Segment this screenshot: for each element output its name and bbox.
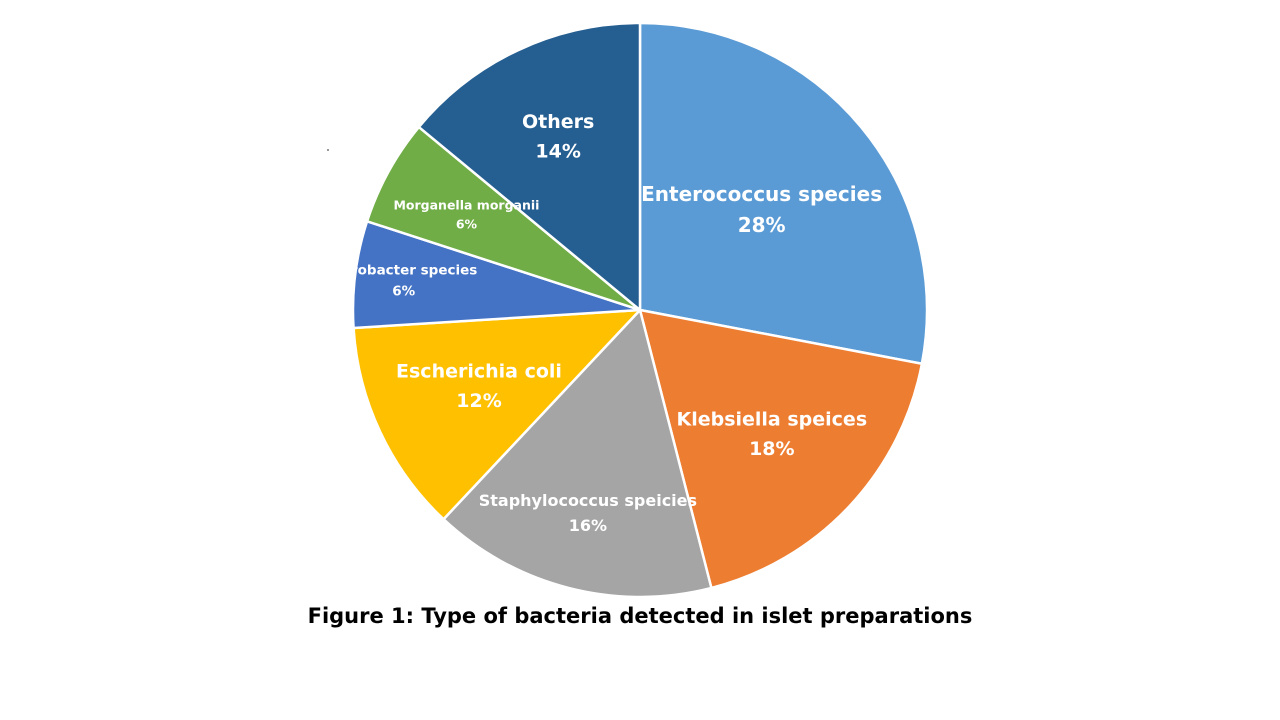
slice-label-enterococcus-species: Enterococcus species [641, 182, 882, 206]
slice-value-staphylococcus-speicies: 16% [569, 516, 607, 535]
pie-labels: Enterococcus species 28% Klebsiella speice… [330, 111, 882, 535]
slice-label-klebsiella-speices: Klebsiella speices [676, 409, 867, 431]
slice-value-morganella-morganii: 6% [456, 217, 478, 232]
pie-slices [351, 21, 929, 599]
slice-value-enterococcus-species: 28% [738, 213, 786, 237]
figure-caption: Figure 1: Type of bacteria detected in i… [307, 604, 973, 628]
pie-slice-enterococcus-species [638, 21, 929, 366]
pie-slice-escherichia-coli [352, 308, 642, 521]
slice-value-escherichia-coli: 12% [456, 390, 501, 412]
pie-slice-klebsiella-speices [638, 308, 924, 590]
slice-label-staphylococcus-speicies: Staphylococcus speicies [479, 491, 697, 510]
slice-value-others: 14% [535, 140, 580, 162]
slice-value-klebsiella-speices: 18% [749, 438, 794, 460]
slice-label-others: Others [522, 111, 594, 133]
slice-label-morganella-morganii: Morganella morganii [393, 197, 539, 212]
pie-slice-others [417, 21, 642, 312]
slice-label-citrobacter-species: Citrobacter species [330, 262, 477, 278]
stray-dot [327, 149, 329, 151]
pie-slice-staphylococcus-speicies [442, 308, 713, 599]
slice-value-citrobacter-species: 6% [392, 283, 415, 299]
slice-label-escherichia-coli: Escherichia coli [396, 361, 562, 383]
